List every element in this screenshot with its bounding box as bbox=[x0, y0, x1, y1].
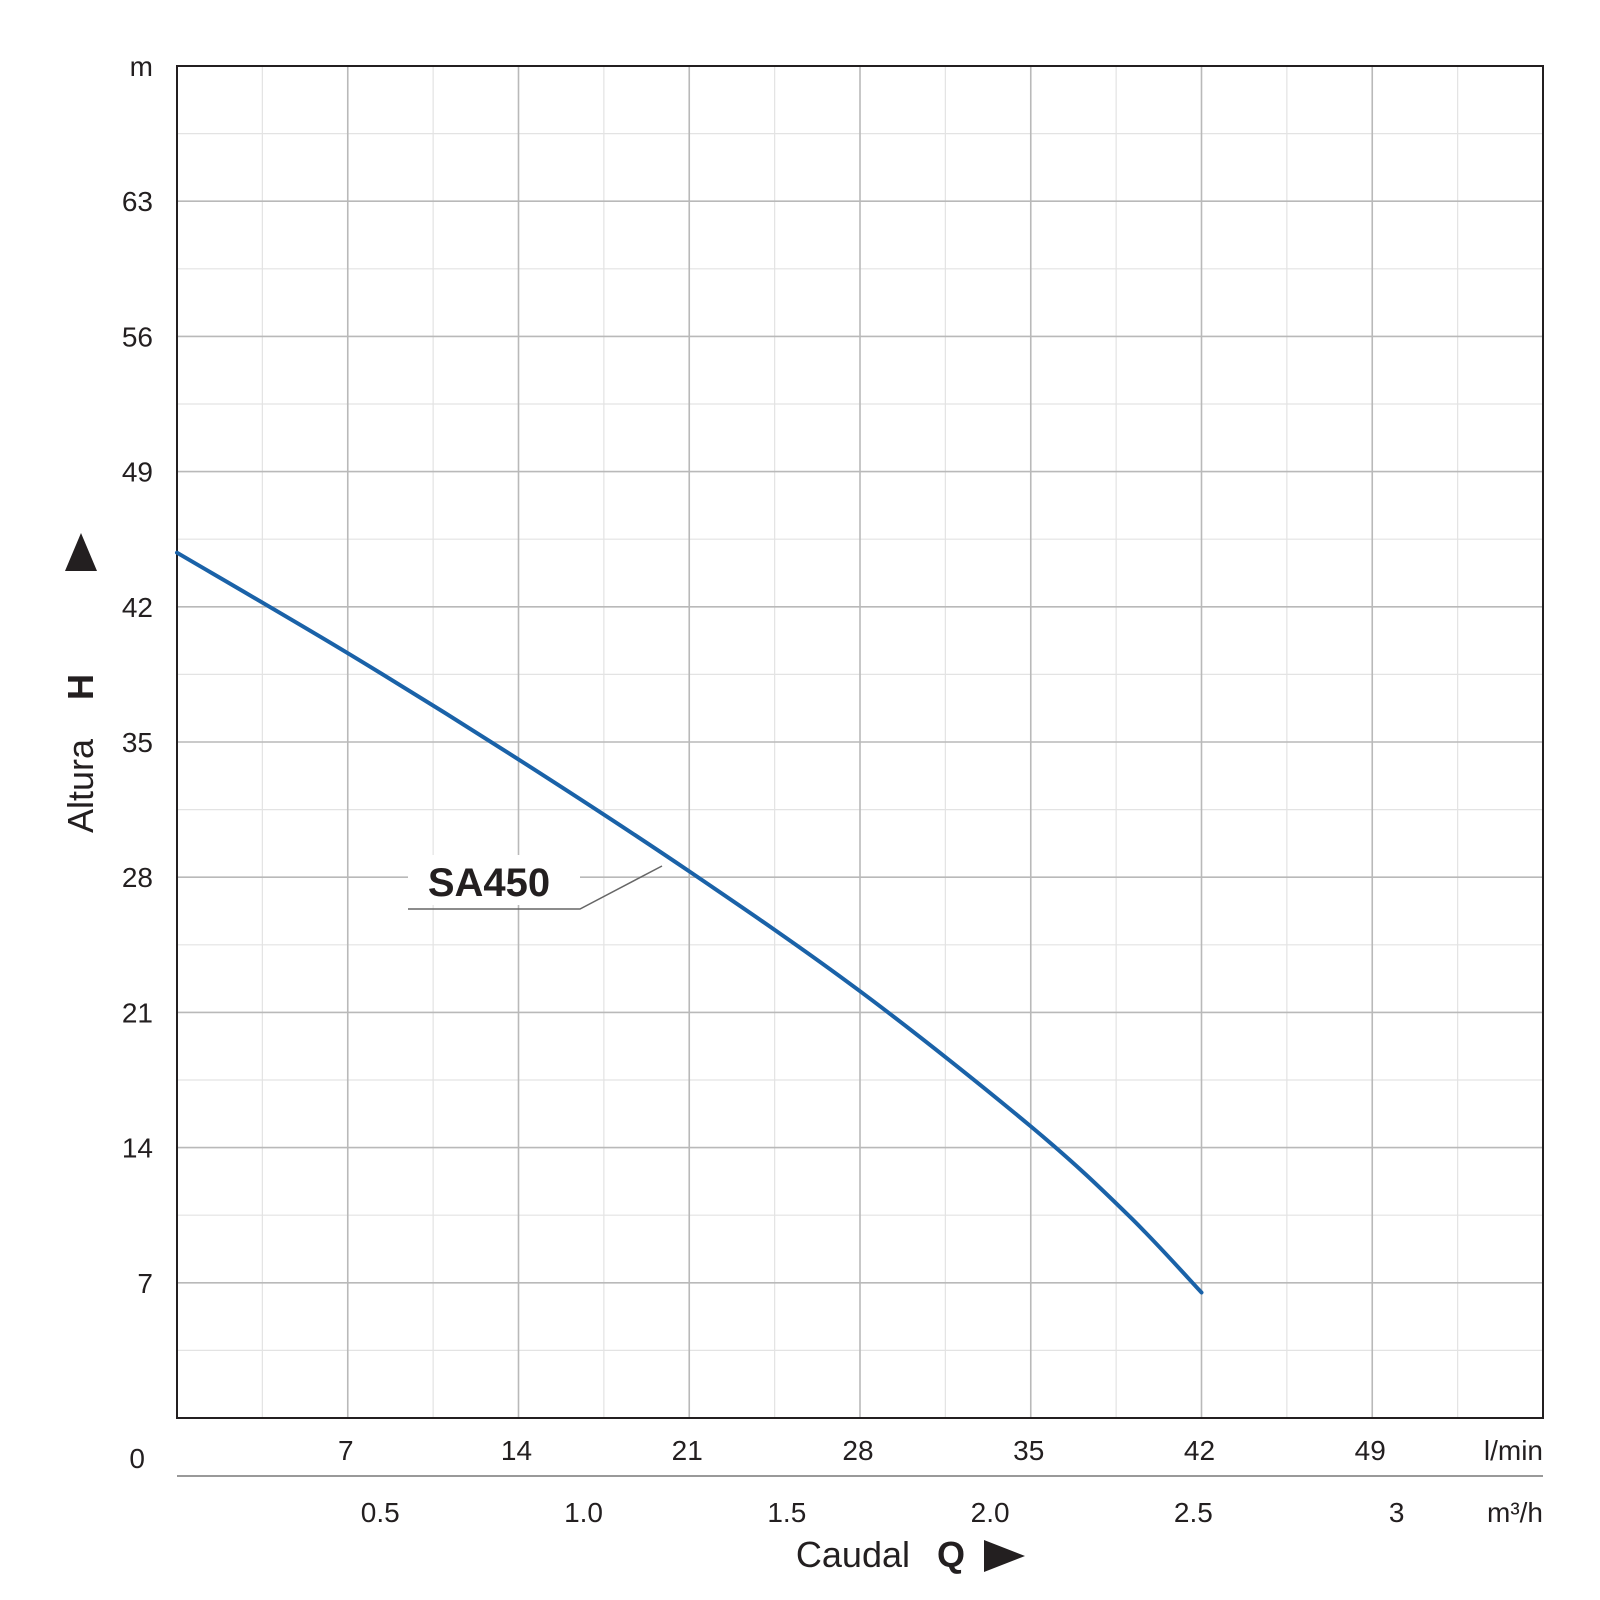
x-axis-word: Caudal bbox=[796, 1534, 910, 1575]
x-unit-label: l/min bbox=[1484, 1435, 1543, 1466]
x-tick-label: 35 bbox=[1013, 1435, 1044, 1466]
x-tick-label: 28 bbox=[842, 1435, 873, 1466]
x-secondary-tick-label: 3 bbox=[1389, 1497, 1405, 1528]
x-tick-label: 7 bbox=[338, 1435, 354, 1466]
x-axis-symbol: Q bbox=[937, 1534, 965, 1575]
y-tick-label: 28 bbox=[122, 862, 153, 893]
x-axis-arrow-icon bbox=[984, 1540, 1025, 1572]
x-secondary-tick-label: 2.5 bbox=[1174, 1497, 1213, 1528]
series-line-sa450 bbox=[175, 550, 1204, 1295]
y-tick-label: 63 bbox=[122, 186, 153, 217]
series-label-leader-line bbox=[408, 865, 663, 910]
y-tick-label: 14 bbox=[122, 1133, 153, 1164]
y-axis-word: Altura bbox=[60, 738, 101, 833]
plot-area-frame bbox=[176, 65, 1544, 1419]
y-tick-label: 7 bbox=[137, 1268, 153, 1299]
y-axis-arrow-icon bbox=[65, 533, 97, 571]
x-tick-label: 49 bbox=[1355, 1435, 1386, 1466]
y-tick-label: 49 bbox=[122, 457, 153, 488]
x-secondary-tick-label: 1.5 bbox=[767, 1497, 806, 1528]
y-tick-label: 56 bbox=[122, 321, 153, 352]
x-secondary-tick-labels: 0.5 1.0 1.5 2.0 2.5 3 bbox=[361, 1497, 1405, 1528]
x-secondary-unit-label: m³/h bbox=[1487, 1497, 1543, 1528]
x-axis-title: Caudal Q bbox=[796, 1534, 1025, 1575]
x-tick-label: 42 bbox=[1184, 1435, 1215, 1466]
x-tick-label: 14 bbox=[501, 1435, 532, 1466]
x-axis-tick-labels: 7 14 21 28 35 42 49 bbox=[338, 1435, 1386, 1466]
origin-label: 0 bbox=[129, 1443, 145, 1474]
series-label-background bbox=[408, 855, 580, 905]
y-axis-symbol: H bbox=[60, 674, 101, 700]
x-secondary-tick-label: 2.0 bbox=[971, 1497, 1010, 1528]
x-secondary-tick-label: 1.0 bbox=[564, 1497, 603, 1528]
y-tick-label: 35 bbox=[122, 727, 153, 758]
series-annotation: SA450 bbox=[408, 855, 663, 910]
y-axis-tick-labels: 7 14 21 28 35 42 49 56 63 bbox=[122, 186, 153, 1299]
x-tick-label: 21 bbox=[672, 1435, 703, 1466]
series-label: SA450 bbox=[428, 861, 550, 905]
y-axis-title: Altura H bbox=[60, 533, 101, 833]
major-gridlines bbox=[177, 66, 1543, 1418]
y-unit-label: m bbox=[130, 51, 153, 82]
y-tick-label: 21 bbox=[122, 997, 153, 1028]
x-secondary-tick-label: 0.5 bbox=[361, 1497, 400, 1528]
y-tick-label: 42 bbox=[122, 592, 153, 623]
